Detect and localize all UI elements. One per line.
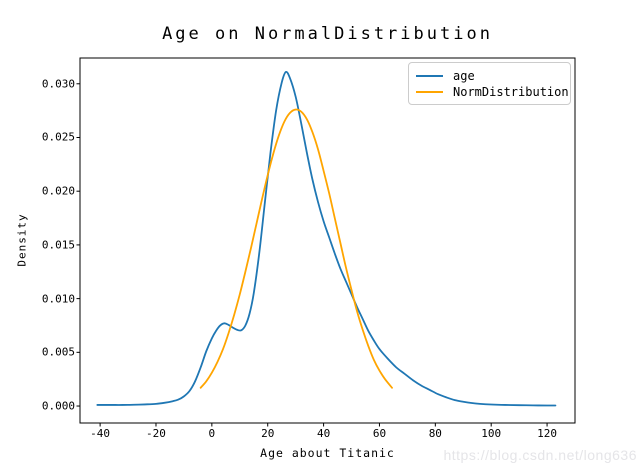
- legend-entry-age: age: [416, 68, 570, 84]
- norm-line-swatch: [416, 91, 443, 93]
- y-tick-label: 0.015: [41, 238, 75, 252]
- x-tick-label: 100: [481, 427, 502, 440]
- x-tick-label: 80: [428, 427, 442, 440]
- x-tick-label: 120: [537, 427, 557, 440]
- x-tick-label: -20: [146, 427, 166, 440]
- y-tick-label: 0.010: [41, 292, 75, 306]
- legend-label-age: age: [453, 69, 475, 83]
- watermark-text: https://blog.csdn.net/long636: [443, 447, 637, 463]
- y-tick-label: 0.030: [41, 77, 75, 91]
- legend-label-normdistribution: NormDistribution: [453, 85, 569, 99]
- x-tick-label: 0: [208, 427, 216, 440]
- x-tick-label: 20: [261, 427, 275, 440]
- y-tick-label: 0.000: [41, 399, 75, 413]
- y-tick-label: 0.020: [41, 184, 75, 198]
- axes-spines: [79, 57, 576, 424]
- chart-title: Age on NormalDistribution: [162, 24, 493, 44]
- x-tick-label: -40: [90, 427, 111, 440]
- x-axis-label: Age about Titanic: [260, 446, 395, 460]
- y-tick-label: 0.025: [41, 130, 75, 144]
- age-kde-curve: [96, 70, 557, 407]
- x-tick-label: 60: [372, 427, 387, 440]
- norm-distribution-curve: [199, 108, 393, 389]
- age-line-swatch: [416, 75, 443, 77]
- x-tick-label: 40: [316, 427, 331, 440]
- legend-box: age NormDistribution: [408, 62, 571, 105]
- y-axis-label: Density: [15, 213, 29, 267]
- y-tick-label: 0.005: [41, 345, 75, 359]
- legend-entry-normdistribution: NormDistribution: [416, 84, 570, 100]
